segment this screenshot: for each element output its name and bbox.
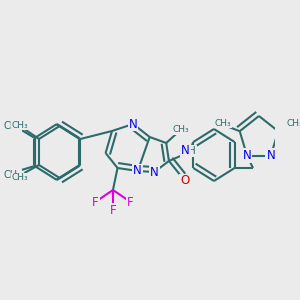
Text: O: O bbox=[180, 175, 189, 188]
Text: N: N bbox=[243, 149, 251, 162]
Text: F: F bbox=[92, 196, 99, 208]
Text: CH₃: CH₃ bbox=[4, 121, 22, 131]
Text: N: N bbox=[134, 164, 142, 178]
Text: N: N bbox=[181, 145, 190, 158]
Text: CH₃: CH₃ bbox=[172, 125, 189, 134]
Text: CH₃: CH₃ bbox=[11, 121, 28, 130]
Text: CH₃: CH₃ bbox=[215, 119, 232, 128]
Text: H: H bbox=[188, 146, 196, 156]
Text: N: N bbox=[266, 149, 275, 162]
Text: F: F bbox=[110, 203, 116, 217]
Text: N: N bbox=[150, 166, 159, 178]
Text: CH₃: CH₃ bbox=[286, 119, 300, 128]
Text: F: F bbox=[127, 196, 134, 208]
Text: CH₃: CH₃ bbox=[11, 173, 28, 182]
Text: CH₃: CH₃ bbox=[4, 170, 22, 180]
Text: N: N bbox=[129, 118, 137, 130]
